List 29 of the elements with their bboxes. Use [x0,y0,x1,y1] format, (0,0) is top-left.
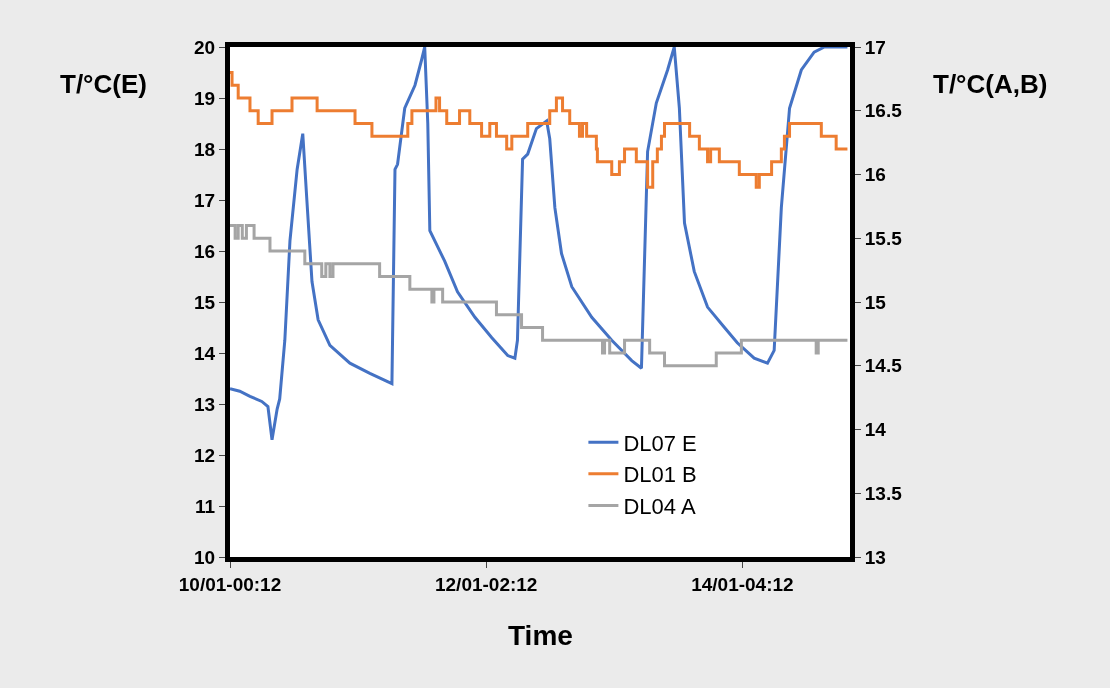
y-tick-label: 17 [194,189,216,211]
y2-tick-label: 14 [864,419,887,441]
y-tick-label: 14 [194,342,216,364]
y2-tick-label: 14.5 [864,355,903,377]
x-tick-label: 12/01-02:12 [434,573,538,595]
y2-tick-label: 13 [864,546,886,568]
x-tick-label: 10/01-00:12 [178,573,282,595]
y-tick-label: 16 [194,240,216,262]
y-tick-label: 10 [194,546,216,568]
y2-tick-label: 15 [864,291,887,313]
y2-tick-label: 16 [864,164,886,186]
x-axis-title: Time [508,620,573,651]
y-tick-label: 13 [194,393,216,415]
y2-tick-label: 16.5 [864,100,903,122]
y2-tick-label: 17 [864,36,886,58]
legend-label: DL04 A [623,493,696,519]
y-tick-label: 20 [194,36,216,58]
y-tick-label: 12 [194,444,216,466]
legend-label: DL01 B [623,462,697,488]
y-tick-label: 19 [194,87,216,109]
y-tick-label: 11 [195,495,216,517]
y-axis-title: T/°C(E) [60,69,147,99]
legend-label: DL07 E [623,430,697,456]
y2-tick-label: 13.5 [864,482,903,504]
y-tick-label: 15 [194,291,216,313]
y2-tick-label: 15.5 [864,227,903,249]
x-tick-label: 14/01-04:12 [691,573,794,595]
y-tick-label: 18 [194,138,216,160]
y2-axis-title: T/°C(A,B) [933,69,1048,99]
